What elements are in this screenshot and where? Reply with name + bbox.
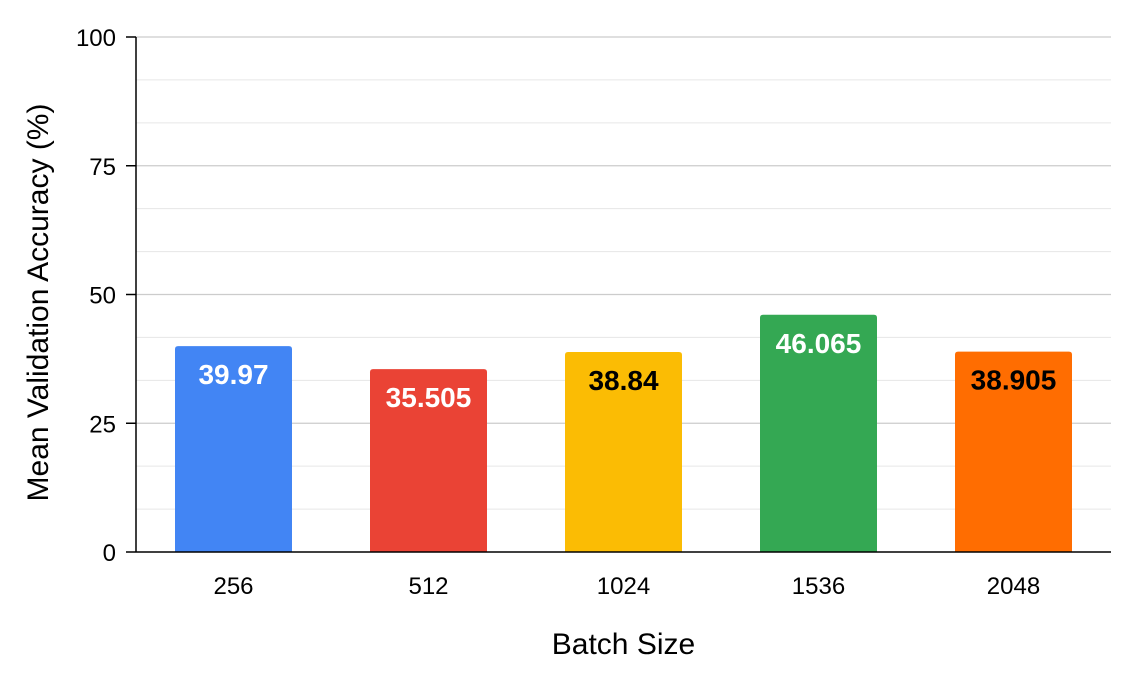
y-tick-label: 75 [89, 154, 116, 181]
gridlines [136, 36, 1111, 510]
x-tick-label: 512 [408, 573, 448, 600]
x-tick-label: 1536 [792, 573, 845, 600]
bar-2048 [955, 351, 1072, 552]
x-tick-label: 256 [213, 573, 253, 600]
bar-value-label: 38.905 [971, 365, 1057, 396]
y-tick-label: 0 [103, 540, 116, 567]
y-axis-title: Mean Validation Accuracy (%) [22, 104, 55, 502]
bar-1536 [760, 314, 877, 552]
x-tick-labels: 256 512 1024 1536 2048 [213, 573, 1040, 600]
bar-256 [175, 346, 292, 552]
bars [175, 314, 1072, 552]
bar-value-label: 38.84 [588, 365, 658, 396]
x-tick-label: 1024 [597, 573, 650, 600]
axes [126, 36, 1111, 553]
bar-value-labels: 39.97 35.505 38.84 46.065 38.905 [198, 328, 1056, 413]
x-axis-title: Batch Size [552, 628, 695, 661]
bar-value-label: 35.505 [386, 382, 472, 413]
bar-value-label: 46.065 [776, 328, 862, 359]
y-tick-labels: 0 25 50 75 100 [76, 25, 116, 567]
x-tick-label: 2048 [987, 573, 1040, 600]
y-tick-label: 50 [89, 283, 116, 310]
bar-1024 [565, 351, 682, 552]
bar-value-label: 39.97 [198, 359, 268, 390]
y-tick-label: 100 [76, 25, 116, 52]
bar-512 [370, 369, 487, 552]
y-tick-label: 25 [89, 411, 116, 438]
